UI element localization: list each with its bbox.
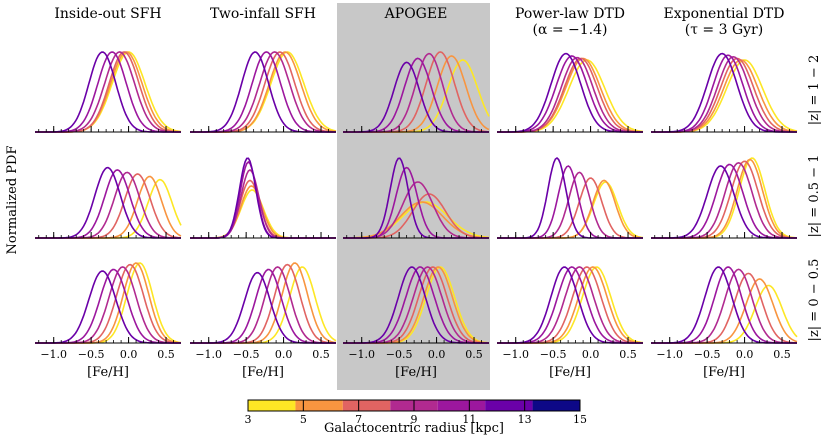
x-tick-label: 0.5 xyxy=(619,348,637,361)
y-axis-label: Normalized PDF xyxy=(5,146,20,255)
colorbar-tick-label: 11 xyxy=(462,413,476,426)
column-title: Exponential DTD xyxy=(664,6,785,22)
panel xyxy=(651,52,798,133)
colorbar-tick-label: 15 xyxy=(573,413,587,426)
x-tick-label: −0.5 xyxy=(386,348,413,361)
panel-grid: Inside-out SFH Two-infall SFH APOGEE Power-… xyxy=(35,6,822,380)
colorbar-label: Galactocentric radius [kpc] xyxy=(324,421,504,436)
row-label: |z| = 1 − 2 xyxy=(807,55,822,125)
pdf-curve-radius-13-15 xyxy=(35,270,181,344)
x-tick-label: 0.5 xyxy=(773,348,791,361)
colorbar-segment xyxy=(532,400,580,411)
panel xyxy=(651,157,798,239)
pdf-curve-radius-13-15 xyxy=(35,166,181,239)
column-title: Two-infall SFH xyxy=(210,6,316,22)
panel xyxy=(35,51,182,133)
pdf-curve-radius-13-15 xyxy=(190,157,336,239)
colorbar-tick-label: 7 xyxy=(355,413,362,426)
x-tick-label: 0.0 xyxy=(428,348,446,361)
x-tick-label: 0.0 xyxy=(120,348,138,361)
column-title: Inside-out SFH xyxy=(54,6,161,22)
x-axis-label: [Fe/H] xyxy=(703,365,745,380)
panel xyxy=(497,52,644,133)
panel: −1.0 −0.5 0.0 0.5 [Fe/H] xyxy=(190,262,337,380)
panel: −1.0 −0.5 0.0 0.5 [Fe/H] xyxy=(497,266,644,380)
column-subtitle: (α = −1.4) xyxy=(532,22,607,38)
x-axis-label: [Fe/H] xyxy=(87,365,129,380)
colorbar-segment xyxy=(485,400,533,411)
x-tick-label: 0.0 xyxy=(275,348,293,361)
x-tick-label: −1.0 xyxy=(195,348,222,361)
row-label: |z| = 0 − 0.5 xyxy=(807,259,822,342)
x-tick-label: −1.0 xyxy=(502,348,529,361)
panel xyxy=(35,166,182,239)
panel: −1.0 −0.5 0.0 0.5 [Fe/H] xyxy=(651,266,798,380)
x-tick-label: −0.5 xyxy=(694,348,721,361)
colorbar-tick-label: 13 xyxy=(518,413,532,426)
panel: −1.0 −0.5 0.0 0.5 [Fe/H] xyxy=(343,266,490,380)
x-tick-label: −1.0 xyxy=(40,348,67,361)
x-tick-label: −0.5 xyxy=(233,348,260,361)
x-axis-label: [Fe/H] xyxy=(549,365,591,380)
pdf-curve-radius-11-13 xyxy=(651,266,797,344)
colorbar: 3 5 7 9 11 13 15 xyxy=(245,399,587,426)
x-axis-label: [Fe/H] xyxy=(395,365,437,380)
x-tick-label: 0.0 xyxy=(582,348,600,361)
column-title: APOGEE xyxy=(384,6,448,22)
x-tick-label: −1.0 xyxy=(348,348,375,361)
x-tick-label: 0.0 xyxy=(736,348,754,361)
panel: −1.0 −0.5 0.0 0.5 [Fe/H] xyxy=(35,262,182,380)
panel xyxy=(342,157,490,239)
x-tick-label: −1.0 xyxy=(656,348,683,361)
panel xyxy=(190,157,336,239)
pdf-curve-radius-13-15 xyxy=(651,266,797,344)
pdf-curve-radius-13-15 xyxy=(190,271,336,344)
panel xyxy=(343,51,490,133)
x-tick-label: −0.5 xyxy=(78,348,105,361)
colorbar-tick-label: 5 xyxy=(300,413,307,426)
pdf-curve-radius-11-13 xyxy=(35,268,181,344)
x-tick-label: 0.5 xyxy=(157,348,175,361)
colorbar-segment xyxy=(295,400,343,411)
colorbar-segment xyxy=(342,400,391,411)
pdf-curve-radius-7-9 xyxy=(35,173,182,239)
column-subtitle: (τ = 3 Gyr) xyxy=(685,22,763,38)
x-tick-label: −0.5 xyxy=(540,348,567,361)
x-tick-label: 0.5 xyxy=(312,348,330,361)
colorbar-tick-label: 9 xyxy=(411,413,418,426)
column-title: Power-law DTD xyxy=(515,6,625,22)
x-axis-label: [Fe/H] xyxy=(242,365,284,380)
pdf-curve-radius-11-13 xyxy=(190,160,336,239)
pdf-curve-radius-9-11 xyxy=(35,171,181,239)
panel xyxy=(497,156,644,239)
pdf-curve-radius-5-7 xyxy=(35,51,182,133)
colorbar-tick-label: 3 xyxy=(245,413,252,426)
colorbar-segment xyxy=(437,400,486,411)
pdf-curve-radius-9-11 xyxy=(190,169,336,239)
x-tick-label: 0.5 xyxy=(465,348,483,361)
row-label: |z| = 0.5 − 1 xyxy=(807,155,822,238)
colorbar-segment xyxy=(248,400,296,411)
panel xyxy=(190,51,337,133)
